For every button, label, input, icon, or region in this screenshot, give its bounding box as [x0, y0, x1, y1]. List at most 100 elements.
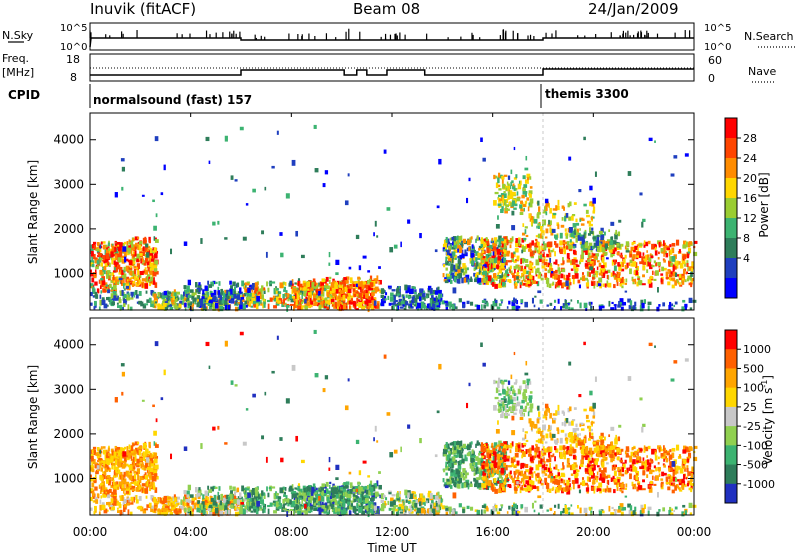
- nsky-tick-high: 10^5: [60, 23, 87, 34]
- power-cell: [450, 263, 454, 268]
- velocity-cell: [93, 462, 98, 465]
- power-cell: [591, 202, 595, 207]
- power-cell: [123, 241, 127, 245]
- power-cell: [137, 283, 141, 287]
- power-cell: [103, 289, 107, 293]
- velocity-cell: [144, 472, 147, 478]
- power-cell: [457, 245, 462, 249]
- power-cell: [636, 281, 639, 287]
- power-cell: [397, 305, 400, 310]
- colorbar-swatch: [725, 118, 737, 139]
- power-cell: [587, 252, 591, 259]
- velocity-cell: [165, 508, 169, 515]
- power-cell: [349, 277, 353, 284]
- power-cell: [671, 242, 676, 247]
- power-cell: [606, 274, 609, 280]
- power-cell: [400, 241, 402, 248]
- power-cell: [668, 304, 672, 310]
- velocity-cell: [326, 496, 330, 503]
- power-cell: [500, 247, 503, 250]
- power-cell: [347, 173, 350, 177]
- power-cell: [122, 296, 126, 301]
- power-cell: [298, 283, 303, 288]
- power-cell: [155, 296, 159, 300]
- power-cell: [592, 206, 596, 212]
- power-cell: [141, 262, 146, 265]
- velocity-cell: [115, 500, 119, 506]
- power-cell: [482, 157, 486, 162]
- power-cell: [583, 136, 586, 141]
- y-tick-label: 4000: [53, 133, 84, 147]
- power-cell: [271, 165, 275, 169]
- power-cell: [153, 293, 157, 299]
- power-cell: [115, 242, 118, 245]
- power-cell: [422, 292, 426, 298]
- power-cell: [592, 210, 596, 214]
- power-cell: [341, 290, 345, 294]
- power-cell: [353, 293, 357, 298]
- power-cell: [525, 244, 528, 250]
- velocity-cell: [228, 505, 232, 509]
- power-cell: [147, 266, 150, 272]
- power-cell: [100, 262, 103, 267]
- power-cell: [668, 274, 673, 278]
- velocity-cell: [332, 501, 335, 505]
- power-cell: [110, 293, 114, 299]
- power-cell: [537, 307, 540, 311]
- power-cell: [452, 236, 456, 242]
- velocity-cell: [130, 455, 133, 461]
- velocity-cell: [321, 501, 324, 508]
- power-cell: [480, 237, 484, 242]
- power-cell: [628, 305, 632, 310]
- power-cell: [589, 185, 593, 191]
- power-cell: [228, 300, 232, 304]
- power-cell: [634, 245, 638, 250]
- power-cell: [249, 292, 252, 297]
- velocity-cell: [316, 495, 318, 502]
- power-cell: [91, 253, 96, 260]
- power-cell: [458, 272, 463, 279]
- power-cell: [560, 273, 564, 279]
- power-cell: [619, 298, 624, 304]
- power-cell: [570, 299, 573, 302]
- power-cell: [591, 252, 594, 258]
- power-cell: [453, 264, 456, 271]
- power-cell: [322, 300, 325, 305]
- power-cell: [483, 238, 486, 242]
- power-cell: [643, 299, 647, 304]
- power-cell: [511, 210, 515, 216]
- power-cell: [289, 280, 293, 286]
- power-cell: [445, 236, 448, 243]
- velocity-cell: [108, 478, 112, 481]
- power-cell: [665, 276, 670, 280]
- power-cell: [311, 282, 315, 288]
- power-cell: [204, 306, 207, 311]
- velocity-cell: [263, 506, 266, 513]
- power-cell: [524, 179, 529, 184]
- power-cell: [671, 303, 674, 307]
- power-cell: [138, 241, 143, 245]
- power-cell: [674, 272, 678, 277]
- power-cell: [299, 301, 302, 308]
- power-cell: [583, 231, 587, 235]
- power-cell: [559, 248, 563, 255]
- power-cell: [546, 281, 549, 288]
- power-cell: [154, 136, 159, 142]
- power-cell: [104, 262, 108, 267]
- cpid-segment-themis: themis 3300: [545, 87, 629, 101]
- power-cell: [129, 306, 133, 311]
- velocity-cell: [292, 510, 295, 516]
- velocity-cell: [295, 507, 298, 514]
- power-cell: [464, 249, 467, 255]
- power-cell: [563, 244, 566, 249]
- power-cell: [319, 296, 322, 301]
- power-cell: [576, 222, 580, 226]
- power-cell: [448, 258, 452, 262]
- power-cell: [484, 238, 488, 244]
- power-cell: [668, 250, 671, 257]
- power-cell: [110, 257, 113, 261]
- power-cell: [144, 303, 149, 306]
- power-cell: [187, 305, 191, 309]
- power-cell: [253, 304, 258, 308]
- colorbar-frame: [724, 117, 738, 299]
